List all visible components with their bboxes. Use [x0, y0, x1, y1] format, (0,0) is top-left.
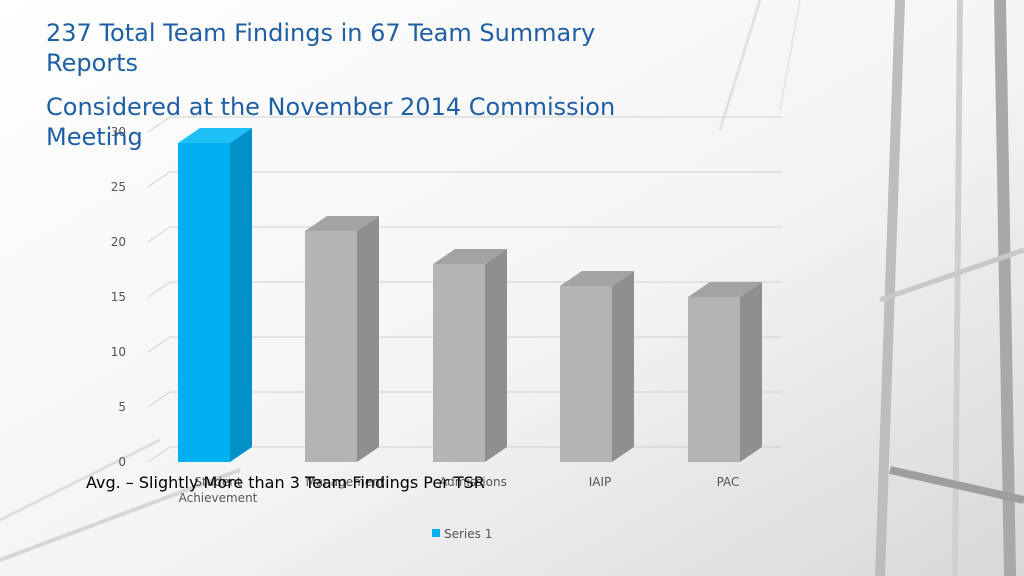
x-tick-label: Student Achievement [179, 475, 258, 505]
bar-front [178, 143, 230, 462]
bar [688, 282, 762, 462]
bar-side [357, 216, 379, 462]
bar [178, 128, 252, 462]
chart-legend: Series 1 [432, 527, 492, 541]
bar-front [433, 264, 485, 462]
y-tick-label: 25 [111, 180, 126, 194]
slide-title: 237 Total Team Findings in 67 Team Summa… [46, 19, 596, 77]
bar-front [688, 297, 740, 462]
y-tick-label: 15 [111, 290, 126, 304]
slide-subtitle: Considered at the November 2014 Commissi… [46, 93, 616, 151]
bar-side [230, 128, 252, 462]
average-note: Avg. – Slightly More than 3 Team Finding… [86, 473, 485, 492]
y-tick-label: 5 [118, 400, 126, 414]
bar [433, 249, 507, 462]
y-tick-label: 20 [111, 235, 126, 249]
legend-label: Series 1 [444, 527, 492, 541]
chart-bars [178, 128, 762, 462]
x-tick-label: IAIP [589, 475, 612, 489]
bar-top [178, 128, 252, 143]
bar-front [305, 231, 357, 462]
gridline-diagonal [147, 391, 171, 408]
gridline-diagonal [147, 281, 171, 298]
y-tick-label: 10 [111, 345, 126, 359]
y-tick-label: 30 [111, 125, 126, 139]
bar-side [740, 282, 762, 462]
gridline-diagonal [147, 171, 171, 188]
y-axis: 0 5 10 15 20 25 30 [111, 125, 126, 469]
x-tick-label: PAC [717, 475, 740, 489]
bar-front [560, 286, 612, 462]
bar-top [433, 249, 507, 264]
bar-side [612, 271, 634, 462]
x-tick-label: Management [305, 475, 384, 489]
x-tick-label: Admissions [439, 475, 507, 489]
bar [560, 271, 634, 462]
x-axis: Student Achievement Management Admissions IA… [179, 475, 740, 505]
bar-top [560, 271, 634, 286]
bar-side [485, 249, 507, 462]
bar-top [688, 282, 762, 297]
bar [305, 216, 379, 462]
legend-swatch [432, 529, 440, 537]
gridline-diagonal [147, 226, 171, 243]
gridline-diagonal [147, 336, 171, 353]
gridline-diagonal [147, 116, 171, 133]
bar-top [305, 216, 379, 231]
y-tick-label: 0 [118, 455, 126, 469]
gridline-diagonal [147, 446, 171, 463]
